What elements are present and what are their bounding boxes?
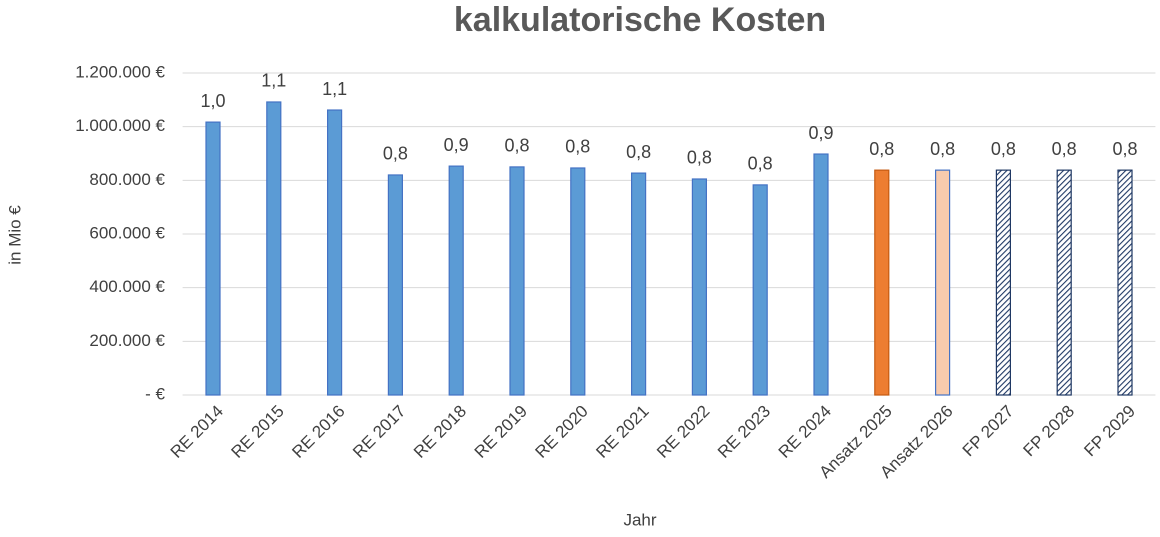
- bar: [813, 153, 829, 396]
- value-label: 0,9: [444, 135, 469, 155]
- value-label: 0,9: [808, 123, 833, 143]
- value-label: 1,1: [322, 79, 347, 99]
- x-tick-label: RE 2016: [288, 402, 348, 462]
- value-label: 0,8: [383, 144, 408, 164]
- value-label: 0,8: [991, 139, 1016, 159]
- y-tick-label: 600.000 €: [89, 223, 165, 242]
- bar: [266, 101, 282, 396]
- bar: [205, 121, 221, 396]
- value-label: 0,8: [565, 137, 590, 157]
- x-tick-label: RE 2021: [592, 402, 652, 462]
- x-tick-label: RE 2018: [410, 402, 470, 462]
- x-tick-label: RE 2022: [653, 402, 713, 462]
- value-label: 0,8: [748, 154, 773, 174]
- value-label: 0,8: [504, 136, 529, 156]
- x-tick-label: RE 2017: [349, 402, 409, 462]
- y-tick-label: 200.000 €: [89, 331, 165, 350]
- value-label: 1,1: [261, 71, 286, 91]
- bar: [874, 169, 890, 396]
- value-label: 0,8: [869, 139, 894, 159]
- bar: [509, 166, 525, 396]
- x-tick-label: RE 2020: [532, 402, 592, 462]
- x-tick-label: RE 2023: [714, 402, 774, 462]
- value-label: 0,8: [626, 142, 651, 162]
- y-tick-label: 400.000 €: [89, 277, 165, 296]
- bar: [752, 184, 768, 396]
- bar: [1117, 169, 1133, 396]
- bar: [387, 174, 403, 396]
- x-tick-label: FP 2028: [1020, 402, 1079, 461]
- x-tick-label: FP 2027: [959, 402, 1018, 461]
- x-tick-label: RE 2015: [228, 402, 288, 462]
- bar: [327, 109, 343, 396]
- y-axis-label: in Mio €: [5, 205, 24, 265]
- bar: [1056, 169, 1072, 396]
- y-tick-label: 1.200.000 €: [75, 62, 165, 81]
- y-tick-label: 1.000.000 €: [75, 116, 165, 135]
- x-tick-label: RE 2024: [775, 402, 835, 462]
- x-axis-label: Jahr: [623, 510, 656, 529]
- bar: [691, 178, 708, 396]
- bar: [570, 167, 586, 396]
- chart-title: kalkulatorische Kosten: [454, 1, 826, 39]
- value-label: 0,8: [1112, 139, 1137, 159]
- bar: [934, 169, 951, 396]
- x-tick-label: FP 2029: [1080, 402, 1139, 461]
- x-tick-label: RE 2014: [167, 402, 227, 462]
- value-label: 0,8: [1052, 139, 1077, 159]
- value-label: 1,0: [200, 91, 225, 111]
- y-tick-label: - €: [145, 384, 165, 403]
- value-label: 0,8: [687, 148, 712, 168]
- bar: [448, 165, 464, 396]
- value-label: 0,8: [930, 139, 955, 159]
- x-tick-label: RE 2019: [471, 402, 531, 462]
- y-tick-label: 800.000 €: [89, 170, 165, 189]
- bar: [995, 169, 1012, 396]
- bar: [630, 172, 647, 396]
